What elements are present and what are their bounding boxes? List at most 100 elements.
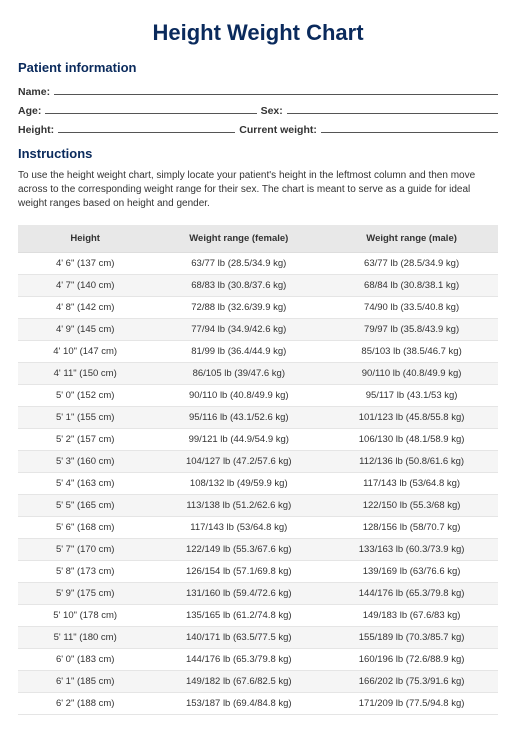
cell-female: 126/154 lb (57.1/69.8 kg) bbox=[152, 561, 325, 583]
table-row: 5' 0" (152 cm)90/110 lb (40.8/49.9 kg)95… bbox=[18, 385, 498, 407]
cell-male: 63/77 lb (28.5/34.9 kg) bbox=[325, 253, 498, 275]
table-row: 4' 8" (142 cm)72/88 lb (32.6/39.9 kg)74/… bbox=[18, 297, 498, 319]
cell-female: 140/171 lb (63.5/77.5 kg) bbox=[152, 627, 325, 649]
cell-female: 104/127 lb (47.2/57.6 kg) bbox=[152, 451, 325, 473]
cell-male: 90/110 lb (40.8/49.9 kg) bbox=[325, 363, 498, 385]
table-row: 5' 10" (178 cm)135/165 lb (61.2/74.8 kg)… bbox=[18, 605, 498, 627]
cell-male: 74/90 lb (33.5/40.8 kg) bbox=[325, 297, 498, 319]
cell-female: 108/132 lb (49/59.9 kg) bbox=[152, 473, 325, 495]
cell-male: 144/176 lb (65.3/79.8 kg) bbox=[325, 583, 498, 605]
cell-height: 4' 7" (140 cm) bbox=[18, 275, 152, 297]
table-row: 4' 9" (145 cm)77/94 lb (34.9/42.6 kg)79/… bbox=[18, 319, 498, 341]
cell-height: 5' 5" (165 cm) bbox=[18, 495, 152, 517]
field-sex[interactable] bbox=[287, 102, 498, 114]
cell-male: 85/103 lb (38.5/46.7 kg) bbox=[325, 341, 498, 363]
cell-height: 4' 8" (142 cm) bbox=[18, 297, 152, 319]
cell-male: 171/209 lb (77.5/94.8 kg) bbox=[325, 693, 498, 715]
cell-female: 99/121 lb (44.9/54.9 kg) bbox=[152, 429, 325, 451]
table-row: 4' 10" (147 cm)81/99 lb (36.4/44.9 kg)85… bbox=[18, 341, 498, 363]
table-row: 4' 6" (137 cm)63/77 lb (28.5/34.9 kg)63/… bbox=[18, 253, 498, 275]
cell-height: 5' 10" (178 cm) bbox=[18, 605, 152, 627]
page-title: Height Weight Chart bbox=[18, 20, 498, 46]
cell-height: 6' 0" (183 cm) bbox=[18, 649, 152, 671]
cell-male: 101/123 lb (45.8/55.8 kg) bbox=[325, 407, 498, 429]
cell-height: 6' 1" (185 cm) bbox=[18, 671, 152, 693]
table-row: 5' 9" (175 cm)131/160 lb (59.4/72.6 kg)1… bbox=[18, 583, 498, 605]
col-header-male: Weight range (male) bbox=[325, 225, 498, 253]
cell-height: 5' 6" (168 cm) bbox=[18, 517, 152, 539]
label-height: Height: bbox=[18, 124, 54, 136]
cell-female: 86/105 lb (39/47.6 kg) bbox=[152, 363, 325, 385]
table-row: 5' 8" (173 cm)126/154 lb (57.1/69.8 kg)1… bbox=[18, 561, 498, 583]
cell-height: 4' 10" (147 cm) bbox=[18, 341, 152, 363]
col-header-height: Height bbox=[18, 225, 152, 253]
cell-height: 5' 1" (155 cm) bbox=[18, 407, 152, 429]
cell-female: 131/160 lb (59.4/72.6 kg) bbox=[152, 583, 325, 605]
cell-female: 68/83 lb (30.8/37.6 kg) bbox=[152, 275, 325, 297]
cell-male: 122/150 lb (55.3/68 kg) bbox=[325, 495, 498, 517]
cell-height: 5' 2" (157 cm) bbox=[18, 429, 152, 451]
cell-male: 112/136 lb (50.8/61.6 kg) bbox=[325, 451, 498, 473]
cell-female: 149/182 lb (67.6/82.5 kg) bbox=[152, 671, 325, 693]
table-row: 5' 3" (160 cm)104/127 lb (47.2/57.6 kg)1… bbox=[18, 451, 498, 473]
cell-height: 4' 9" (145 cm) bbox=[18, 319, 152, 341]
row-height-weight: Height: Current weight: bbox=[18, 121, 498, 136]
field-name[interactable] bbox=[54, 83, 498, 95]
cell-female: 95/116 lb (43.1/52.6 kg) bbox=[152, 407, 325, 429]
cell-male: 139/169 lb (63/76.6 kg) bbox=[325, 561, 498, 583]
label-name: Name: bbox=[18, 86, 50, 98]
cell-male: 128/156 lb (58/70.7 kg) bbox=[325, 517, 498, 539]
table-row: 4' 11" (150 cm)86/105 lb (39/47.6 kg)90/… bbox=[18, 363, 498, 385]
cell-female: 117/143 lb (53/64.8 kg) bbox=[152, 517, 325, 539]
cell-height: 6' 2" (188 cm) bbox=[18, 693, 152, 715]
cell-height: 5' 0" (152 cm) bbox=[18, 385, 152, 407]
instructions-heading: Instructions bbox=[18, 146, 498, 161]
height-weight-table: Height Weight range (female) Weight rang… bbox=[18, 225, 498, 715]
cell-female: 81/99 lb (36.4/44.9 kg) bbox=[152, 341, 325, 363]
row-age-sex: Age: Sex: bbox=[18, 102, 498, 117]
cell-male: 160/196 lb (72.6/88.9 kg) bbox=[325, 649, 498, 671]
cell-male: 117/143 lb (53/64.8 kg) bbox=[325, 473, 498, 495]
cell-male: 149/183 lb (67.6/83 kg) bbox=[325, 605, 498, 627]
cell-male: 155/189 lb (70.3/85.7 kg) bbox=[325, 627, 498, 649]
field-current-weight[interactable] bbox=[321, 121, 498, 133]
cell-height: 5' 4" (163 cm) bbox=[18, 473, 152, 495]
cell-female: 77/94 lb (34.9/42.6 kg) bbox=[152, 319, 325, 341]
table-row: 5' 5" (165 cm)113/138 lb (51.2/62.6 kg)1… bbox=[18, 495, 498, 517]
cell-height: 5' 7" (170 cm) bbox=[18, 539, 152, 561]
cell-female: 63/77 lb (28.5/34.9 kg) bbox=[152, 253, 325, 275]
cell-female: 72/88 lb (32.6/39.9 kg) bbox=[152, 297, 325, 319]
cell-height: 4' 6" (137 cm) bbox=[18, 253, 152, 275]
cell-female: 122/149 lb (55.3/67.6 kg) bbox=[152, 539, 325, 561]
cell-male: 79/97 lb (35.8/43.9 kg) bbox=[325, 319, 498, 341]
table-row: 4' 7" (140 cm)68/83 lb (30.8/37.6 kg)68/… bbox=[18, 275, 498, 297]
table-header-row: Height Weight range (female) Weight rang… bbox=[18, 225, 498, 253]
col-header-female: Weight range (female) bbox=[152, 225, 325, 253]
table-row: 5' 11" (180 cm)140/171 lb (63.5/77.5 kg)… bbox=[18, 627, 498, 649]
cell-male: 166/202 lb (75.3/91.6 kg) bbox=[325, 671, 498, 693]
field-age[interactable] bbox=[45, 102, 256, 114]
row-name: Name: bbox=[18, 83, 498, 98]
label-sex: Sex: bbox=[261, 105, 283, 117]
cell-height: 5' 3" (160 cm) bbox=[18, 451, 152, 473]
cell-female: 113/138 lb (51.2/62.6 kg) bbox=[152, 495, 325, 517]
table-row: 5' 6" (168 cm)117/143 lb (53/64.8 kg)128… bbox=[18, 517, 498, 539]
cell-height: 5' 9" (175 cm) bbox=[18, 583, 152, 605]
cell-male: 68/84 lb (30.8/38.1 kg) bbox=[325, 275, 498, 297]
cell-female: 135/165 lb (61.2/74.8 kg) bbox=[152, 605, 325, 627]
cell-male: 133/163 lb (60.3/73.9 kg) bbox=[325, 539, 498, 561]
instructions-text: To use the height weight chart, simply l… bbox=[18, 169, 498, 211]
field-height[interactable] bbox=[58, 121, 235, 133]
label-current-weight: Current weight: bbox=[239, 124, 317, 136]
cell-height: 4' 11" (150 cm) bbox=[18, 363, 152, 385]
patient-info-heading: Patient information bbox=[18, 60, 498, 75]
cell-male: 95/117 lb (43.1/53 kg) bbox=[325, 385, 498, 407]
cell-male: 106/130 lb (48.1/58.9 kg) bbox=[325, 429, 498, 451]
table-row: 5' 2" (157 cm)99/121 lb (44.9/54.9 kg)10… bbox=[18, 429, 498, 451]
cell-female: 144/176 lb (65.3/79.8 kg) bbox=[152, 649, 325, 671]
table-row: 5' 7" (170 cm)122/149 lb (55.3/67.6 kg)1… bbox=[18, 539, 498, 561]
label-age: Age: bbox=[18, 105, 41, 117]
table-row: 5' 4" (163 cm)108/132 lb (49/59.9 kg)117… bbox=[18, 473, 498, 495]
table-row: 6' 1" (185 cm)149/182 lb (67.6/82.5 kg)1… bbox=[18, 671, 498, 693]
table-row: 6' 2" (188 cm)153/187 lb (69.4/84.8 kg)1… bbox=[18, 693, 498, 715]
